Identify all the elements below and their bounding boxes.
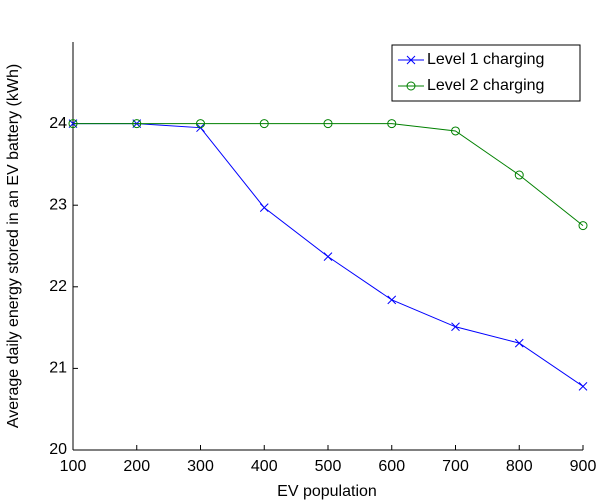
point	[451, 322, 460, 332]
point	[578, 381, 588, 391]
point	[132, 119, 142, 129]
y-tick-label: 22	[49, 278, 67, 295]
legend-marker	[406, 81, 416, 91]
point	[68, 119, 78, 129]
y-tick-label: 20	[49, 441, 67, 458]
y-tick-label: 24	[49, 115, 67, 132]
x-tick-label: 900	[570, 458, 597, 475]
y-axis-label: Average daily energy stored in an EV bat…	[5, 64, 22, 428]
y-tick-label: 21	[49, 360, 67, 377]
point	[387, 119, 397, 129]
x-tick-label: 200	[123, 458, 150, 475]
x-tick-label: 500	[315, 458, 342, 475]
point	[259, 119, 269, 129]
x-tick-label: 400	[251, 458, 278, 475]
legend-label: Level 2 charging	[427, 77, 544, 94]
point	[451, 126, 460, 136]
x-tick-label: 100	[60, 458, 87, 475]
point	[259, 203, 269, 213]
x-tick-label: 800	[506, 458, 533, 475]
point	[323, 252, 333, 261]
x-axis-label: EV population	[277, 483, 377, 500]
point	[196, 119, 205, 129]
point	[514, 338, 524, 348]
x-tick-label: 600	[378, 458, 405, 475]
series-line	[73, 123, 584, 226]
legend-label: Level 1 charging	[427, 51, 544, 68]
y-tick-label: 23	[49, 196, 67, 213]
x-tick-label: 700	[442, 458, 469, 475]
point	[323, 119, 333, 129]
series-line	[73, 123, 584, 387]
point	[514, 170, 524, 180]
legend-marker	[406, 55, 416, 65]
x-tick-label: 300	[187, 458, 214, 475]
legend-box	[391, 44, 581, 102]
point	[387, 295, 397, 305]
point	[578, 221, 588, 231]
